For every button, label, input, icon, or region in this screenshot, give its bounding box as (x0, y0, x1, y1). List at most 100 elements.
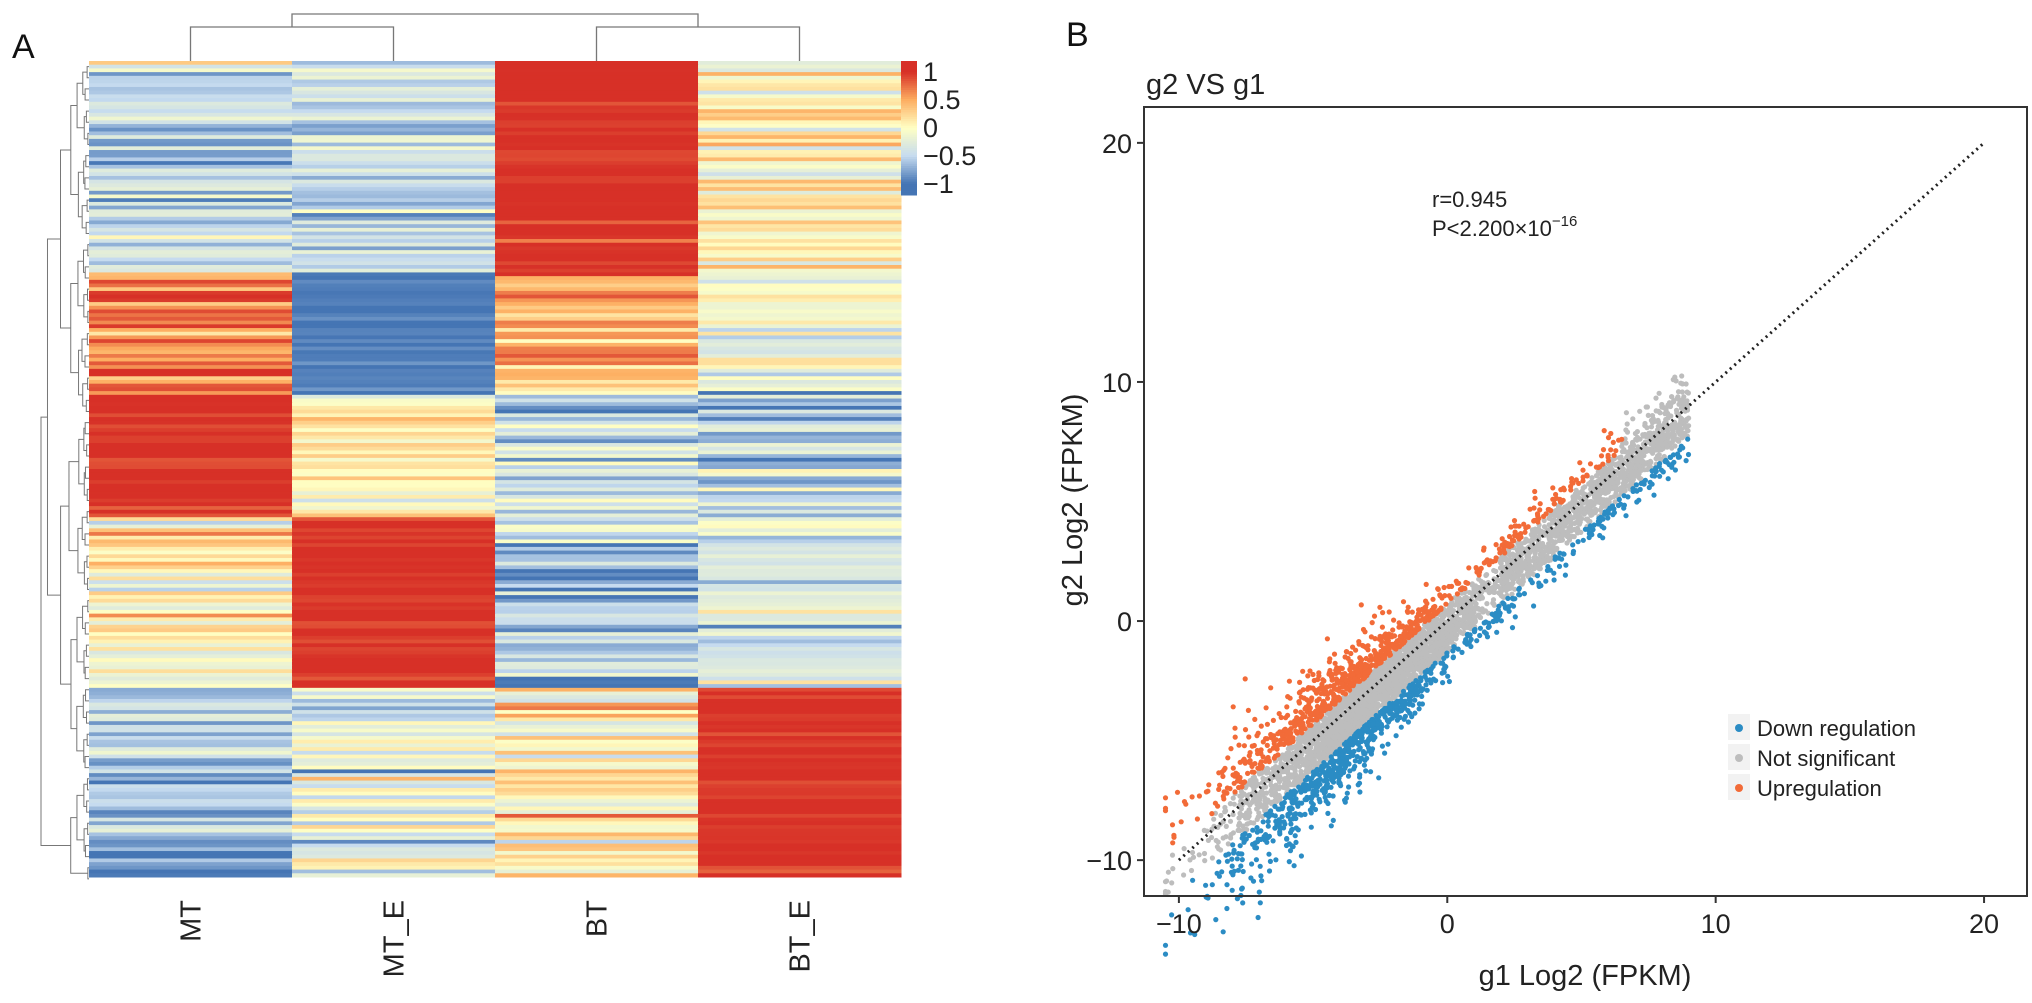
heatmap-cell (89, 862, 293, 867)
data-point (1192, 931, 1198, 938)
heatmap-cell (292, 268, 496, 273)
heatmap-cell (292, 817, 496, 822)
heatmap-cell (495, 409, 699, 414)
heatmap-cell (495, 61, 699, 66)
data-point (1459, 649, 1465, 656)
heatmap-cell (495, 847, 699, 852)
data-point (1220, 929, 1226, 935)
data-point (1385, 719, 1392, 725)
colorbar-segment (901, 65, 917, 69)
heatmap-cell (698, 409, 902, 414)
heatmap-cell (698, 439, 902, 444)
data-point (1667, 403, 1674, 410)
data-point (1267, 858, 1273, 865)
data-point (1541, 517, 1547, 524)
data-point (1287, 848, 1294, 854)
data-point (1629, 461, 1635, 468)
heatmap-cell (89, 494, 293, 500)
data-point (1202, 858, 1208, 864)
data-point (1325, 749, 1332, 755)
heatmap-cell (698, 138, 902, 144)
heatmap-cell (89, 161, 293, 166)
data-point (1247, 802, 1253, 808)
data-point (1604, 484, 1610, 490)
heatmap-cell (292, 313, 496, 318)
data-point (1532, 550, 1538, 556)
heatmap-cell (89, 90, 293, 95)
data-point (1229, 863, 1235, 869)
heatmap-cell (698, 127, 902, 132)
heatmap-cell (292, 762, 496, 767)
heatmap-cell (292, 328, 496, 333)
heatmap-cell (495, 810, 699, 815)
heatmap-cell (698, 517, 902, 522)
data-point (1479, 595, 1485, 601)
heatmap-cell (495, 413, 699, 418)
data-point (1382, 750, 1388, 756)
heatmap-cell (89, 424, 293, 429)
colorbar-segment (901, 157, 917, 160)
heatmap-cell (89, 239, 293, 244)
heatmap-cell (698, 802, 902, 808)
heatmap-cell (89, 676, 293, 681)
heatmap-cell (698, 776, 902, 782)
data-point (1545, 532, 1551, 538)
heatmap-cell (495, 365, 699, 370)
data-point (1404, 657, 1410, 663)
colorbar-tick-label: 0.5 (923, 85, 961, 115)
heatmap-cell (698, 650, 902, 655)
heatmap-cell (495, 205, 699, 210)
heatmap-cell (89, 806, 293, 811)
data-point (1256, 810, 1262, 816)
heatmap-cell (495, 309, 699, 314)
heatmap-cell (89, 354, 293, 359)
colorbar-segment (901, 183, 917, 187)
data-point (1354, 693, 1360, 699)
data-point (1260, 819, 1266, 825)
heatmap-cell (292, 109, 496, 114)
data-point (1579, 488, 1585, 494)
data-point (1346, 784, 1352, 790)
heatmap-cell (495, 231, 699, 236)
data-point (1291, 788, 1297, 794)
data-point (1239, 851, 1245, 857)
data-point (1475, 612, 1481, 618)
heatmap-cell (698, 654, 902, 659)
heatmap-cell (698, 732, 902, 737)
heatmap-cell (495, 64, 699, 69)
heatmap-cell (292, 776, 496, 782)
heatmap-cell (89, 253, 293, 259)
data-point (1292, 768, 1298, 774)
data-point (1633, 468, 1639, 474)
data-point (1244, 793, 1250, 799)
heatmap-cell (495, 135, 699, 140)
colorbar-tick-label: −1 (923, 169, 954, 199)
data-point (1598, 477, 1604, 483)
heatmap-cell (89, 736, 293, 741)
data-point (1412, 697, 1418, 703)
data-point (1436, 651, 1442, 657)
data-point (1685, 436, 1691, 442)
heatmap-cell (292, 298, 496, 303)
heatmap-cell (89, 791, 293, 796)
data-point (1634, 473, 1640, 479)
heatmap-cell (89, 287, 293, 292)
data-point (1416, 701, 1422, 707)
data-point (1623, 440, 1629, 446)
heatmap-cell (698, 591, 902, 596)
heatmap-cell (89, 224, 293, 229)
heatmap-cell (292, 431, 496, 437)
data-point (1189, 849, 1196, 856)
data-point (1680, 399, 1686, 405)
heatmap-cell (495, 387, 699, 392)
data-point (1539, 553, 1545, 559)
data-point (1399, 678, 1406, 685)
heatmap-cell (89, 569, 293, 574)
heatmap-cell (292, 439, 496, 444)
data-point (1570, 494, 1576, 500)
data-point (1608, 480, 1614, 486)
data-point (1303, 768, 1309, 774)
colorbar-segment (901, 192, 917, 196)
heatmap-cell (292, 250, 496, 255)
heatmap-cell (495, 131, 699, 136)
